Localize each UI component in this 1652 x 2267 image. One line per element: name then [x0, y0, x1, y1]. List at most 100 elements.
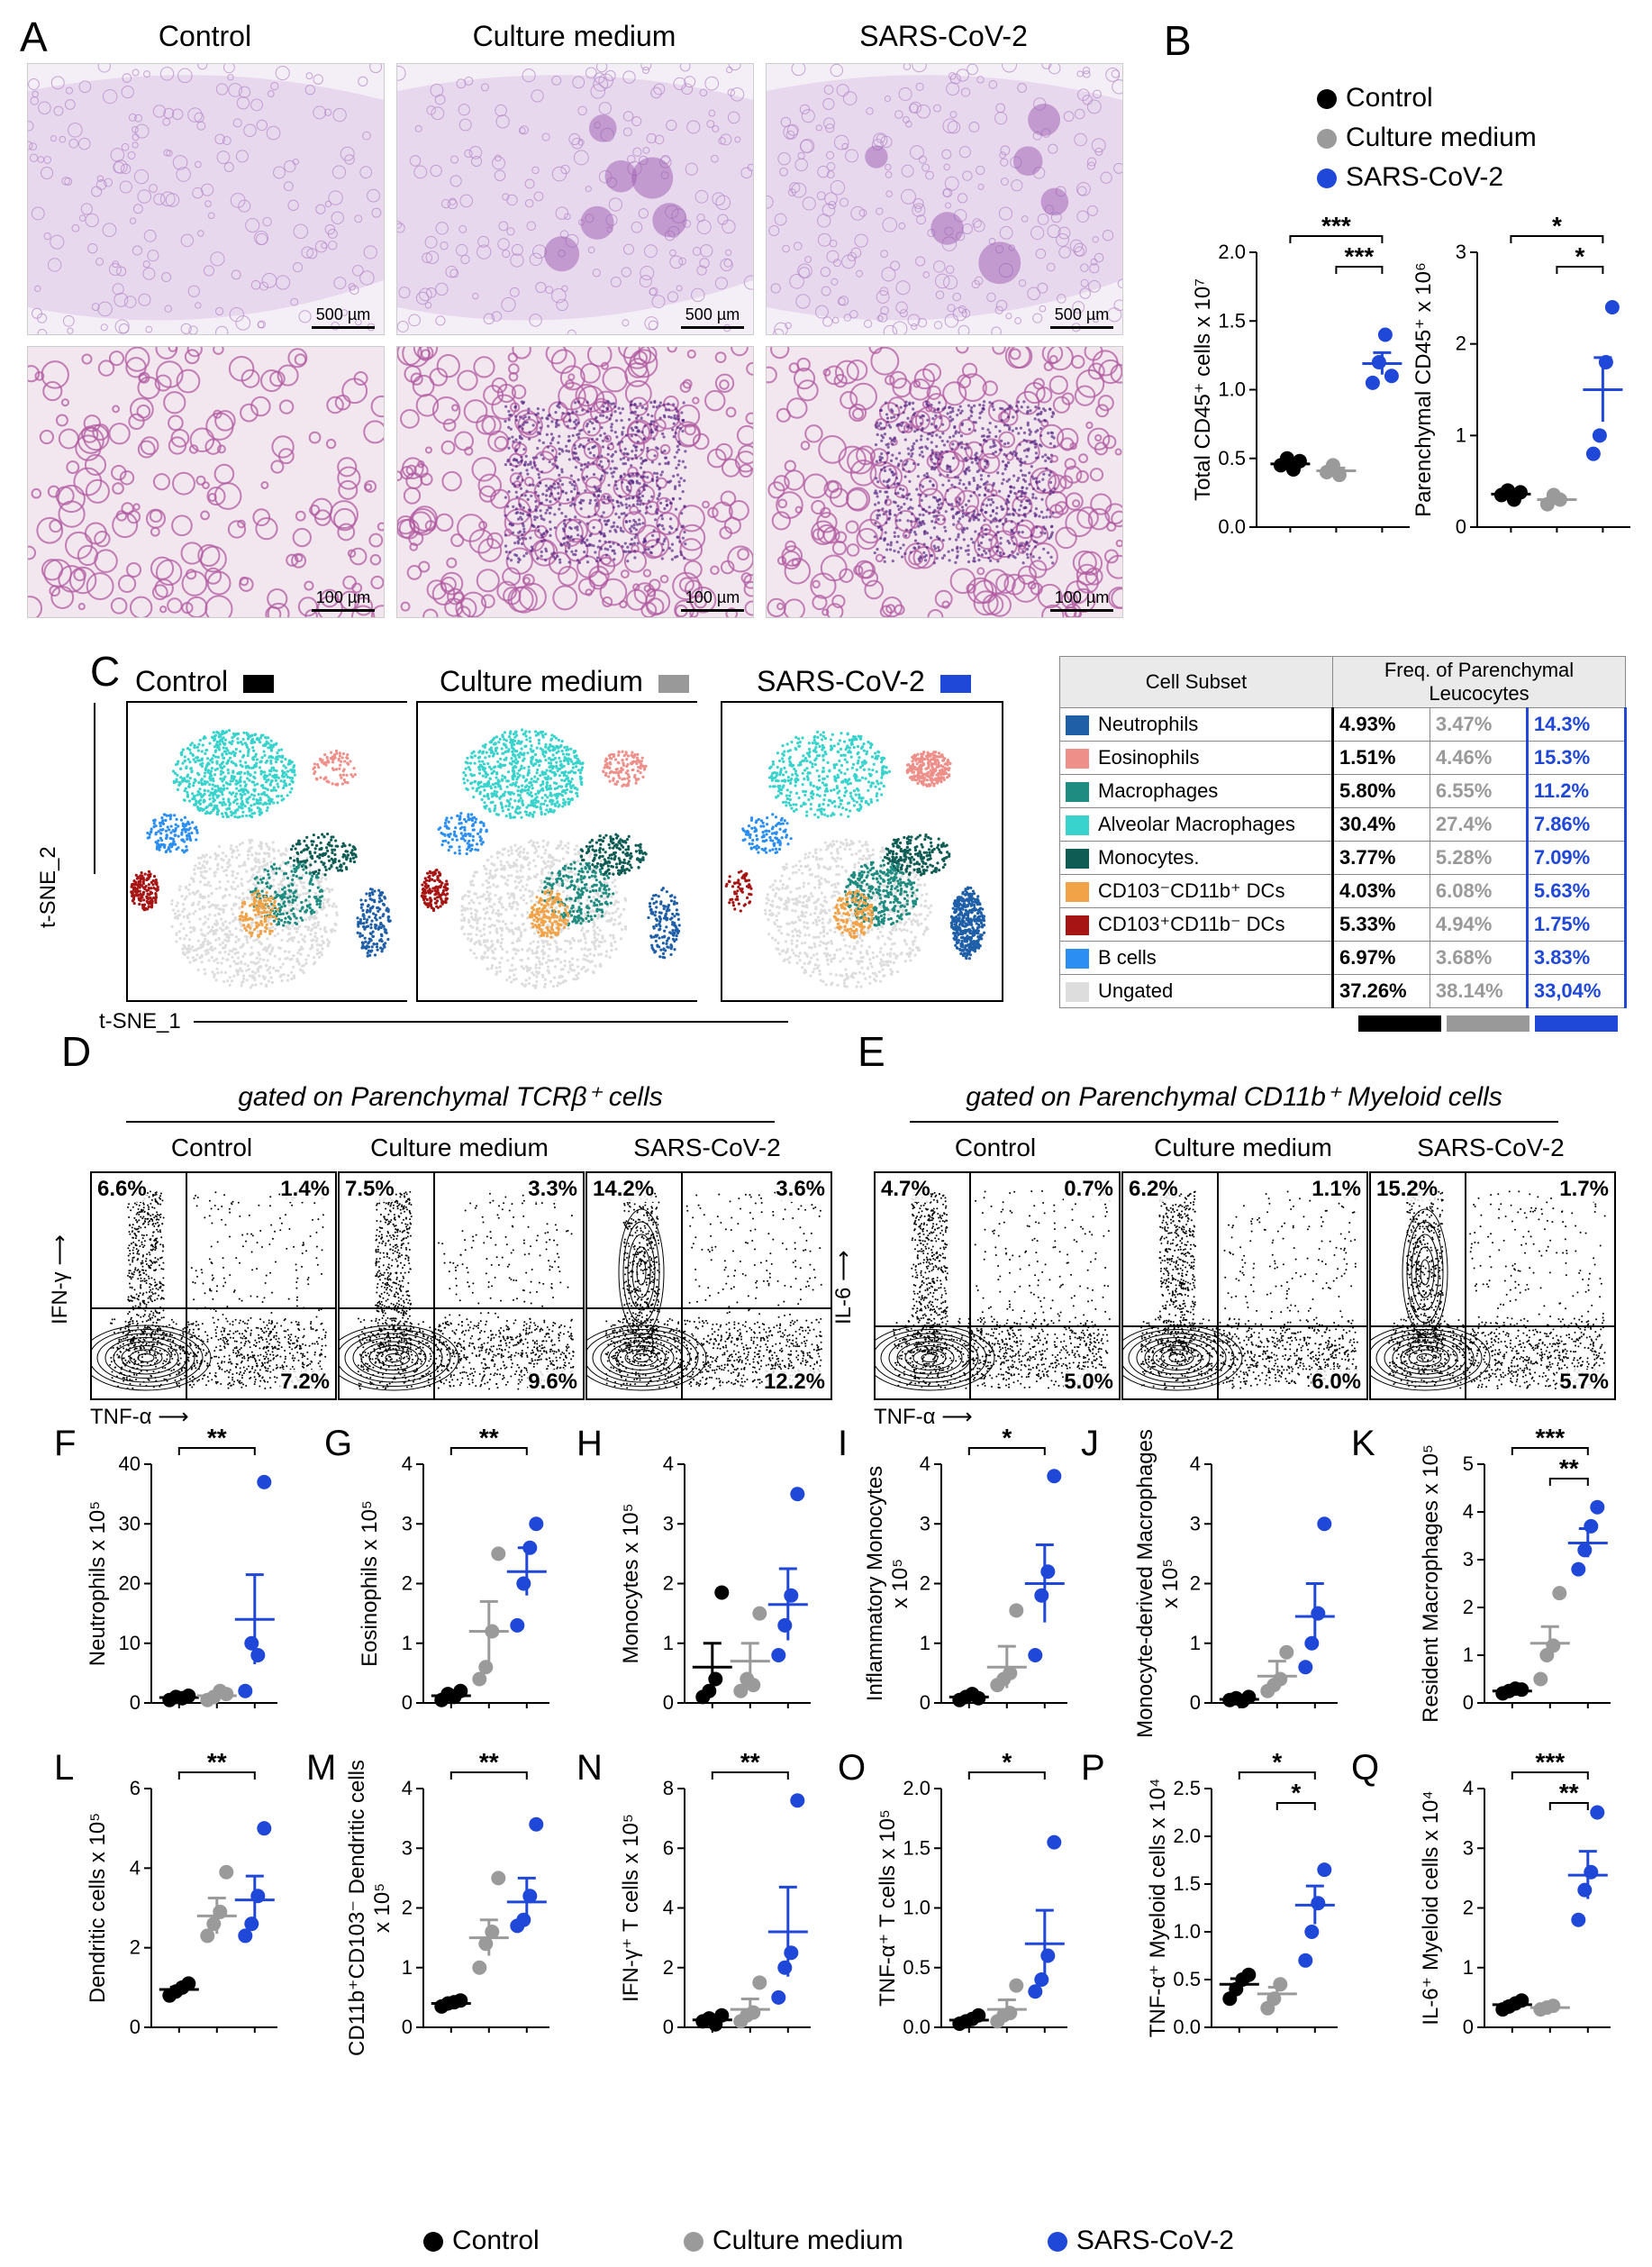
legend-bottom-sars: SARS-CoV-2 — [1076, 2226, 1234, 2255]
table-group-swatches — [1358, 1015, 1627, 1032]
data-point — [1047, 1835, 1062, 1850]
data-point — [790, 1793, 805, 1808]
y-tick-label: 0.0 — [1218, 515, 1246, 538]
data-point — [1317, 1862, 1332, 1878]
y-tick-label: 3 — [1463, 1836, 1474, 1859]
table-row: CD103⁻CD11b⁺ DCs 4.03% 6.08% 5.63% — [1059, 874, 1628, 908]
panel-letter-a: A — [20, 13, 48, 61]
table-row: B cells 6.97% 3.68% 3.83% — [1059, 941, 1628, 975]
table-cell-value: 1.75% — [1525, 907, 1628, 942]
panel-letter-d: D — [61, 1027, 91, 1076]
table-row: Ungated 37.26% 38.14% 33,04% — [1059, 974, 1628, 1008]
header-freq: Freq. of Parenchymal Leucocytes — [1332, 656, 1626, 708]
table-cell-value: 5.33% — [1331, 907, 1430, 942]
subset-name: Ungated — [1098, 979, 1173, 1002]
significance-bracket — [177, 1771, 256, 1780]
y-tick-label: 0 — [402, 1691, 413, 1714]
table-cell-value: 5.28% — [1429, 841, 1528, 875]
d-plot-2: 14.2% 3.6% 12.2% — [576, 1171, 832, 1400]
scale-bar: 500 µm — [681, 305, 744, 329]
data-point — [1304, 1925, 1320, 1939]
panel-letter-f: F — [54, 1424, 76, 1463]
data-point — [1292, 453, 1307, 469]
table-row: Monocytes. 3.77% 5.28% 7.09% — [1059, 841, 1628, 875]
data-point — [1279, 1644, 1294, 1660]
quadrant-ur-value: 3.6% — [776, 1177, 825, 1202]
y-tick-label: 2 — [402, 1572, 413, 1595]
table-cell-value: 3.77% — [1331, 841, 1430, 875]
quadrant-ul-value: 4.7% — [881, 1177, 930, 1202]
frequency-table-wrap: Cell Subset Freq. of Parenchymal Leucocy… — [1059, 656, 1628, 1032]
table-cell-subset: Macrophages — [1059, 774, 1333, 808]
table-row: Macrophages 5.80% 6.55% 11.2% — [1059, 774, 1628, 808]
a-title-culture: Culture medium — [396, 20, 752, 53]
c-title-sars: SARS-CoV-2 — [757, 665, 1063, 698]
significance-bracket — [1511, 1771, 1589, 1780]
significance-bracket — [449, 1771, 528, 1780]
y-tick-label: 2 — [663, 1572, 674, 1595]
y-tick-label: 0 — [920, 1691, 930, 1714]
significance-label: * — [1002, 1748, 1012, 1776]
chart-H: H 0 1 2 3 4 Monocytes x 10⁵ — [576, 1424, 811, 1714]
y-axis-label: Monocytes x 10⁵ — [619, 1503, 643, 1663]
scale-bar-label: 100 µm — [312, 588, 375, 607]
scale-bar-line — [1050, 326, 1113, 329]
y-tick-label: 0.0 — [903, 2016, 930, 2038]
data-point — [219, 1864, 234, 1880]
quadrant-ul-value: 7.5% — [345, 1177, 395, 1202]
table-cell-value: 6.08% — [1429, 874, 1528, 908]
data-point — [1298, 1660, 1313, 1675]
y-tick-label: 3 — [1190, 1512, 1201, 1534]
y-tick-label: 6 — [663, 1836, 674, 1859]
y-axis-label: Neutrophils x 10⁵ — [86, 1501, 110, 1666]
e-title-1: Culture medium — [1121, 1134, 1365, 1162]
table-cell-value: 15.3% — [1525, 741, 1628, 775]
y-tick-label: 2 — [130, 1936, 141, 1959]
y-tick-label: 0 — [1463, 2016, 1474, 2038]
significance-bracket — [967, 1771, 1046, 1780]
significance-label: ** — [479, 1748, 499, 1776]
table-cell-value: 3.83% — [1525, 941, 1628, 975]
data-point — [1585, 446, 1601, 461]
data-point — [1009, 1603, 1024, 1618]
significance-label: * — [1552, 212, 1562, 240]
data-point — [257, 1821, 272, 1836]
significance-bracket — [1510, 235, 1604, 243]
y-tick-label: 4 — [130, 1856, 141, 1879]
y-tick-label: 1.0 — [903, 1897, 930, 1919]
c-title-control: Control — [135, 665, 405, 698]
table-cell-value: 1.51% — [1331, 741, 1430, 775]
y-tick-label: 1.5 — [1173, 1872, 1201, 1895]
y-tick-label: 0 — [1463, 1691, 1474, 1714]
y-tick-label: 3 — [920, 1512, 930, 1534]
y-tick-label: 2.0 — [1173, 1825, 1201, 1847]
c-title-culture-text: Culture medium — [440, 665, 643, 697]
data-point — [1584, 1864, 1599, 1880]
y-axis-label: Monocyte-derived Macrophagesx 10⁵ — [1133, 1429, 1183, 1738]
panel-letter-q: Q — [1351, 1748, 1379, 1788]
table-cell-subset: Neutrophils — [1059, 707, 1333, 742]
e-x-axis-label: TNF-α ⟶ — [874, 1404, 973, 1430]
y-tick-label: 40 — [119, 1452, 141, 1475]
histology-image-1-1: 100 µm — [396, 346, 754, 618]
chart-N: N 0 2 4 6 8 IFN-γ⁺ T cells x 10⁵ ** — [576, 1748, 811, 2038]
data-point — [1512, 485, 1528, 500]
frequency-table: Cell Subset Freq. of Parenchymal Leucocy… — [1059, 656, 1628, 1008]
quadrant-lr-value: 5.7% — [1559, 1370, 1609, 1395]
scale-bar-line — [312, 609, 375, 612]
data-point — [1003, 2006, 1018, 2021]
scale-bar-label: 500 µm — [1050, 305, 1113, 324]
e-plot-0: 4.7% 0.7% 5.0% — [864, 1171, 1121, 1400]
a-title-sars: SARS-CoV-2 — [766, 20, 1121, 53]
y-tick-label: 2 — [1456, 332, 1466, 355]
data-point — [491, 1871, 506, 1886]
d-title-0: Control — [90, 1134, 333, 1162]
data-point — [1311, 1896, 1326, 1911]
scale-bar-line — [681, 609, 744, 612]
chart-M: M 0 1 2 3 4 CD11b⁺CD103⁻ Dendritic cellsx 10⁵ *… — [306, 1748, 549, 2056]
data-point — [1304, 1635, 1320, 1651]
tsne-y-arrow — [94, 703, 95, 874]
legend-dot-sars — [1317, 168, 1337, 189]
data-point — [1273, 1671, 1288, 1687]
swatch-culture — [1447, 1015, 1529, 1032]
